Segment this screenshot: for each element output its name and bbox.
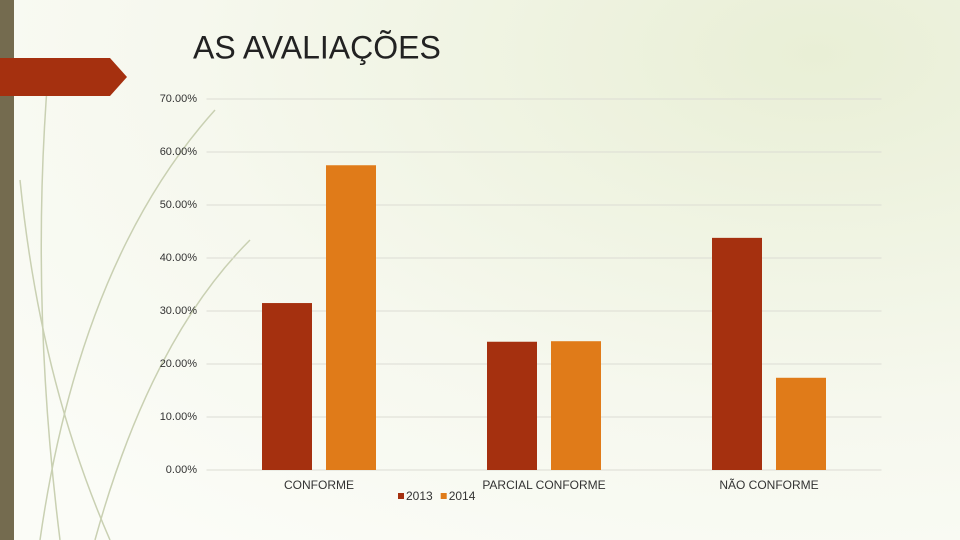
legend-swatch <box>440 493 447 499</box>
chart-title: AS AVALIAÇÕES <box>193 29 441 65</box>
bar <box>487 341 537 470</box>
y-tick-label: 30.00% <box>160 305 198 317</box>
legend-swatch <box>398 493 404 499</box>
y-tick-label: 50.00% <box>160 199 198 211</box>
x-tick-label: PARCIAL CONFORME <box>482 478 605 492</box>
bar <box>776 377 826 470</box>
y-tick-label: 40.00% <box>160 252 198 264</box>
bar <box>326 165 376 470</box>
y-tick-label: 20.00% <box>160 358 198 370</box>
bar <box>551 341 601 470</box>
decor-lines <box>19 74 251 540</box>
bar <box>712 237 762 470</box>
x-tick-label: CONFORME <box>284 478 354 492</box>
y-tick-label: 70.00% <box>160 93 198 105</box>
bar <box>262 303 312 470</box>
legend-label: 2013 <box>406 489 433 503</box>
y-tick-label: 10.00% <box>160 411 198 423</box>
y-tick-label: 0.00% <box>166 464 197 476</box>
side-bar <box>0 0 14 540</box>
title-tab <box>0 58 127 96</box>
x-tick-label: NÃO CONFORME <box>719 478 818 492</box>
y-tick-label: 60.00% <box>160 146 198 158</box>
legend-label: 2014 <box>449 489 476 503</box>
